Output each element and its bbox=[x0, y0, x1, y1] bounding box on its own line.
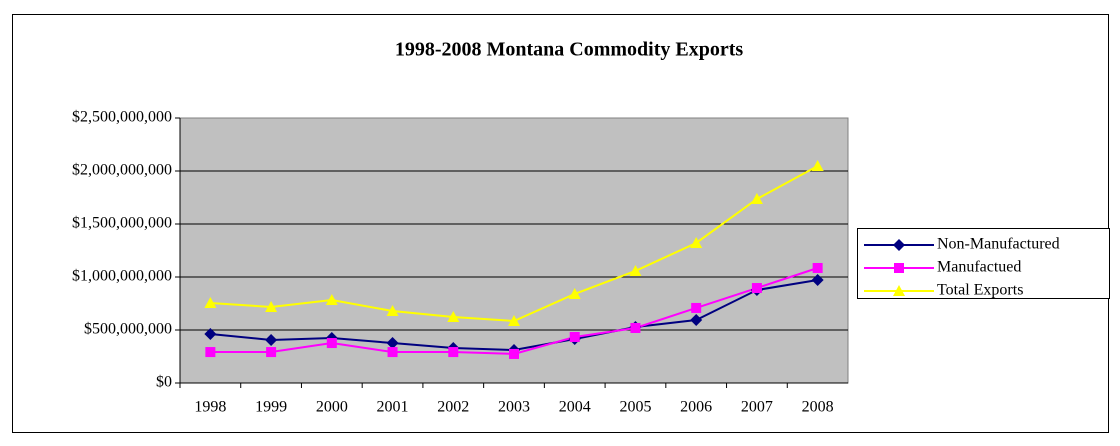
marker bbox=[812, 262, 823, 273]
marker bbox=[508, 314, 520, 326]
marker bbox=[630, 322, 641, 333]
y-tick-label: $1,000,000,000 bbox=[72, 268, 172, 285]
marker bbox=[326, 338, 337, 349]
marker bbox=[265, 300, 278, 312]
marker bbox=[386, 337, 399, 350]
marker bbox=[751, 283, 762, 294]
marker bbox=[509, 348, 519, 359]
x-tick-label: 2007 bbox=[741, 399, 773, 416]
x-tick-label: 2006 bbox=[680, 399, 712, 416]
marker bbox=[266, 347, 277, 358]
chart-title: 1998-2008 Montana Commodity Exports bbox=[395, 39, 744, 61]
y-tick-label: $500,000,000 bbox=[84, 321, 172, 338]
y-tick-label: $2,000,000,000 bbox=[72, 162, 172, 179]
marker bbox=[893, 285, 905, 296]
marker bbox=[811, 160, 824, 172]
marker bbox=[568, 287, 581, 299]
marker bbox=[894, 263, 904, 273]
legend-label: Non-Manufactured bbox=[937, 236, 1060, 253]
x-tick-label: 2001 bbox=[377, 399, 409, 416]
plot-area bbox=[179, 117, 849, 384]
marker bbox=[386, 305, 399, 317]
marker bbox=[205, 347, 216, 358]
marker bbox=[691, 302, 702, 313]
marker bbox=[629, 264, 642, 276]
y-tick-label: $1,500,000,000 bbox=[72, 215, 172, 232]
marker bbox=[893, 239, 905, 251]
y-tick-label: $0 bbox=[156, 374, 172, 391]
marker bbox=[690, 236, 703, 248]
x-tick-label: 2008 bbox=[802, 399, 834, 416]
legend-label: Manufactued bbox=[937, 259, 1021, 276]
marker bbox=[387, 347, 398, 358]
x-tick-label: 2004 bbox=[559, 399, 591, 416]
marker bbox=[204, 296, 217, 308]
x-tick-label: 2002 bbox=[437, 399, 469, 416]
marker bbox=[448, 347, 459, 358]
marker bbox=[690, 314, 703, 327]
x-tick-label: 2005 bbox=[619, 399, 651, 416]
legend-label: Total Exports bbox=[937, 282, 1023, 299]
x-tick-label: 1998 bbox=[194, 399, 226, 416]
marker bbox=[265, 333, 278, 346]
marker bbox=[204, 328, 217, 341]
marker bbox=[325, 294, 338, 306]
marker bbox=[750, 192, 763, 204]
marker bbox=[447, 310, 460, 322]
x-tick-label: 2003 bbox=[498, 399, 530, 416]
marker bbox=[811, 273, 824, 286]
x-tick-label: 1999 bbox=[255, 399, 287, 416]
x-tick-label: 2000 bbox=[316, 399, 348, 416]
marker bbox=[569, 331, 580, 342]
y-tick-label: $2,500,000,000 bbox=[72, 109, 172, 126]
